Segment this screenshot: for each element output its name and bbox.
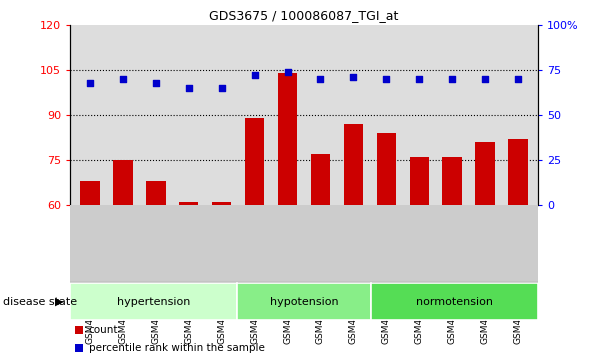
Point (447, 76, 457, 82)
Bar (475, 142, 496, 205)
Bar (179, 202, 198, 205)
Text: hypertension: hypertension (117, 297, 190, 307)
Text: normotension: normotension (416, 297, 493, 307)
Bar (80, 181, 100, 205)
Text: percentile rank within the sample: percentile rank within the sample (89, 343, 264, 353)
Point (118, 76, 128, 82)
Point (283, 69, 292, 75)
Bar (311, 154, 330, 205)
Bar (508, 139, 528, 205)
Point (85, 80, 95, 85)
Bar (371, 283, 538, 320)
Text: count: count (89, 325, 118, 335)
Point (216, 85, 226, 91)
Bar (410, 157, 429, 205)
Bar (344, 124, 364, 205)
Text: hypotension: hypotension (270, 297, 338, 307)
Title: GDS3675 / 100086087_TGI_at: GDS3675 / 100086087_TGI_at (209, 9, 399, 22)
Bar (75, 326, 83, 334)
Bar (376, 133, 396, 205)
Point (250, 73, 260, 78)
Bar (443, 157, 462, 205)
Point (513, 76, 523, 82)
Bar (70, 283, 237, 320)
Bar (278, 73, 297, 205)
Bar (75, 344, 83, 352)
Bar (112, 160, 133, 205)
Text: disease state: disease state (3, 297, 77, 307)
Point (151, 80, 161, 85)
Point (184, 85, 193, 91)
Bar (237, 283, 371, 320)
Bar (244, 118, 264, 205)
Point (348, 74, 358, 80)
Point (382, 76, 392, 82)
Bar (146, 181, 165, 205)
Point (316, 76, 325, 82)
Bar (212, 202, 232, 205)
Text: ▶: ▶ (55, 297, 64, 307)
Point (480, 76, 490, 82)
Point (415, 76, 424, 82)
